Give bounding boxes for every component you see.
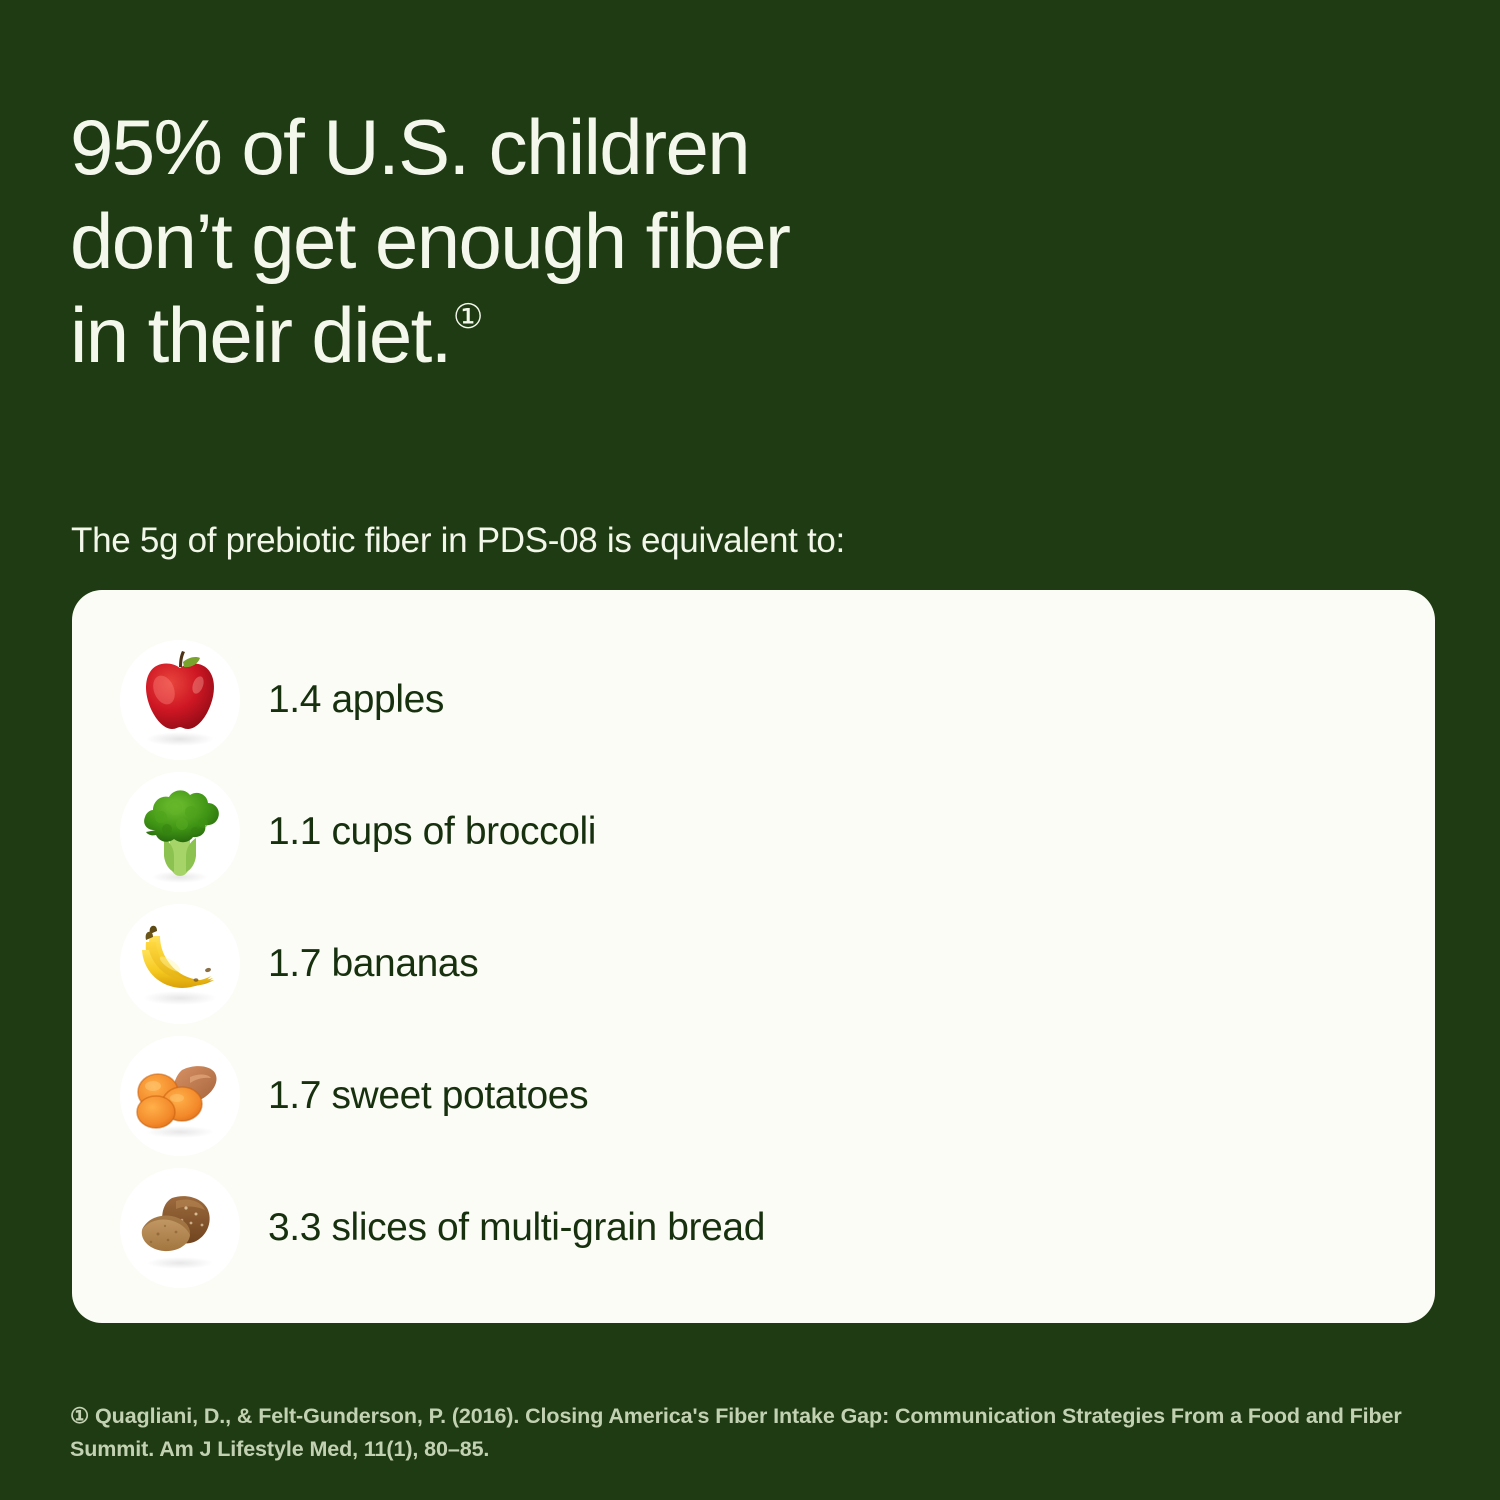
subtitle: The 5g of prebiotic fiber in PDS-08 is e… <box>71 521 845 560</box>
apple-icon <box>120 640 240 760</box>
list-item-label: 1.4 apples <box>268 678 444 721</box>
list-item: 1.7 bananas <box>120 904 1395 1024</box>
banana-icon <box>120 904 240 1024</box>
equivalents-card: 1.4 apples <box>72 590 1435 1323</box>
equivalents-list: 1.4 apples <box>72 624 1435 1289</box>
list-item-label: 1.7 sweet potatoes <box>268 1074 589 1117</box>
list-item-label: 3.3 slices of multi-grain bread <box>268 1206 765 1249</box>
headline-line-1: 95% of U.S. children <box>70 103 751 192</box>
headline-line-3-wrap: in their diet.① <box>70 288 1130 382</box>
headline-line-2: don’t get enough fiber <box>70 197 791 286</box>
list-item: 1.7 sweet potatoes <box>120 1036 1395 1156</box>
list-item: 1.1 cups of broccoli <box>120 772 1395 892</box>
footnote-marker-icon: ① <box>452 298 484 337</box>
page-title: 95% of U.S. children don’t get enough fi… <box>70 100 1130 382</box>
citation-footnote: ① Quagliani, D., & Felt-Gunderson, P. (2… <box>70 1403 1402 1461</box>
list-item-label: 1.7 bananas <box>268 942 479 985</box>
headline-line-3: in their diet. <box>70 291 452 380</box>
bread-icon <box>120 1168 240 1288</box>
list-item: 1.4 apples <box>120 640 1395 760</box>
list-item-label: 1.1 cups of broccoli <box>268 810 597 853</box>
list-item: 3.3 slices of multi-grain bread <box>120 1168 1395 1288</box>
sweet-potato-icon <box>120 1036 240 1156</box>
broccoli-icon <box>120 772 240 892</box>
